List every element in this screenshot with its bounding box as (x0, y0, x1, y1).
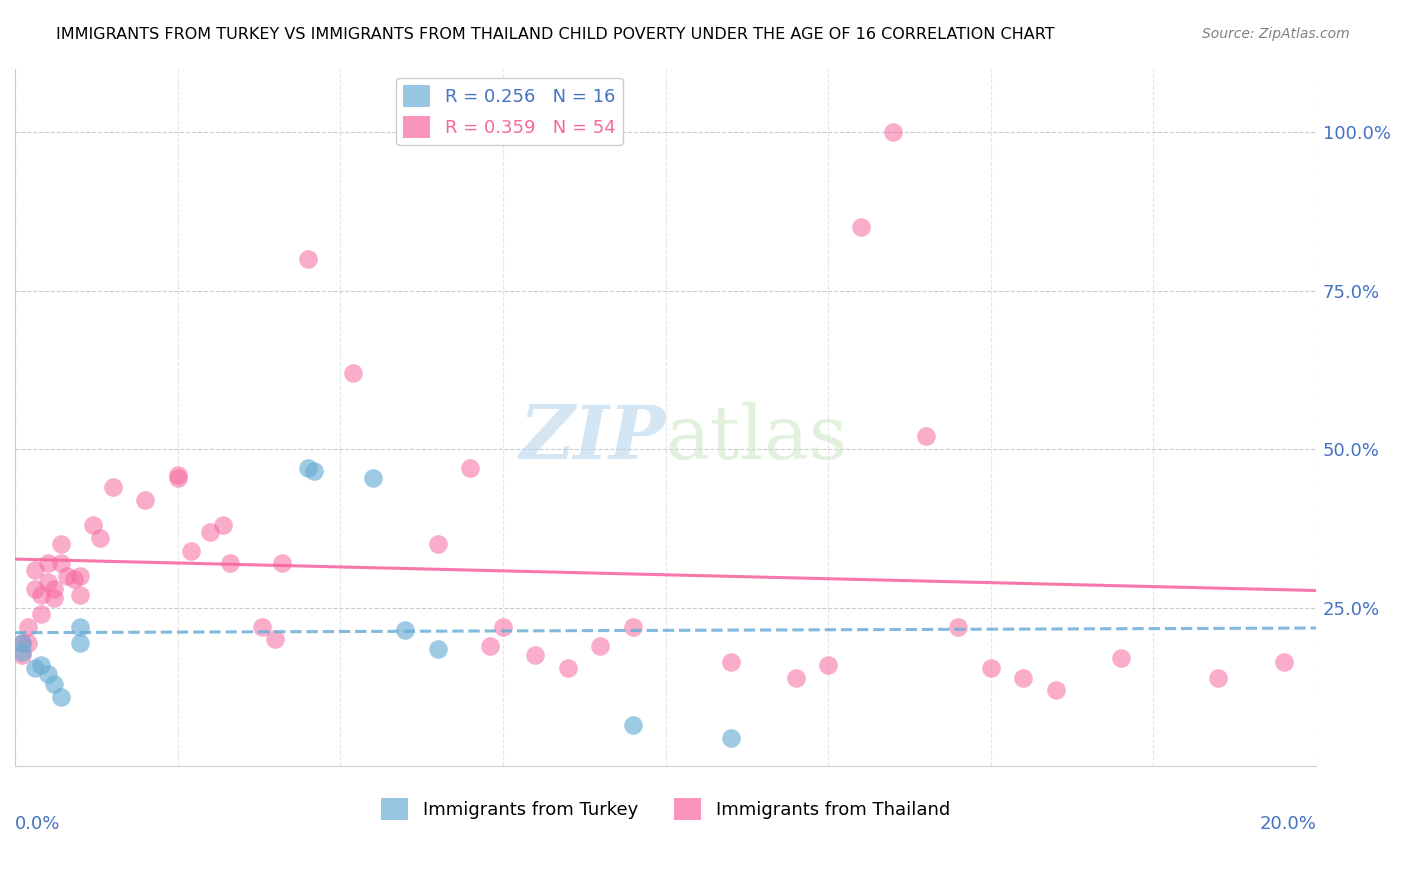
Point (37, 667, 59, 681)
Point (304, 464, 326, 478)
Point (69, 588, 91, 602)
Point (10, 645, 32, 659)
Point (394, 623, 416, 637)
Point (1272, 655, 1295, 669)
Point (426, 537, 449, 551)
Point (17, 620, 39, 634)
Point (198, 524, 221, 539)
Point (42, 582, 65, 596)
Point (49, 557, 72, 571)
Point (166, 467, 188, 482)
Point (478, 639, 501, 653)
Text: ZIP: ZIP (519, 402, 665, 475)
Point (134, 492, 156, 507)
Point (297, 252, 319, 266)
Point (492, 620, 515, 634)
Point (37, 557, 59, 571)
Point (69, 620, 91, 634)
Point (56, 569, 79, 583)
Point (24, 582, 46, 596)
Point (42, 677, 65, 691)
Point (250, 620, 273, 634)
Point (24, 563, 46, 577)
Point (460, 461, 482, 475)
Point (849, 220, 872, 235)
Point (264, 632, 287, 647)
Point (524, 648, 547, 663)
Text: IMMIGRANTS FROM TURKEY VS IMMIGRANTS FROM THAILAND CHILD POVERTY UNDER THE AGE O: IMMIGRANTS FROM TURKEY VS IMMIGRANTS FRO… (56, 27, 1054, 42)
Point (42, 591, 65, 606)
Point (1012, 671, 1035, 685)
Point (49, 690, 72, 704)
Point (24, 661, 46, 675)
Point (212, 518, 235, 533)
Point (218, 557, 240, 571)
Point (980, 661, 1002, 675)
Point (30, 607, 52, 621)
Point (30, 588, 52, 602)
Point (589, 639, 612, 653)
Point (62, 572, 84, 586)
Point (297, 461, 319, 475)
Point (37, 575, 59, 590)
Point (948, 620, 970, 634)
Point (49, 537, 72, 551)
Text: 20.0%: 20.0% (1260, 815, 1316, 833)
Point (17, 635, 39, 649)
Point (720, 655, 742, 669)
Text: 0.0%: 0.0% (15, 815, 60, 833)
Point (89, 531, 111, 545)
Point (1208, 671, 1230, 685)
Point (69, 569, 91, 583)
Point (10, 648, 32, 663)
Point (342, 366, 364, 380)
Point (621, 620, 644, 634)
Point (1045, 683, 1067, 698)
Point (166, 471, 188, 485)
Text: atlas: atlas (665, 402, 848, 475)
Point (10, 635, 32, 649)
Point (30, 657, 52, 672)
Text: Source: ZipAtlas.com: Source: ZipAtlas.com (1202, 27, 1350, 41)
Point (426, 642, 449, 657)
Point (10, 635, 32, 649)
Point (101, 480, 124, 494)
Point (720, 731, 742, 745)
Point (914, 429, 936, 443)
Point (270, 557, 292, 571)
Point (1109, 651, 1132, 665)
Point (817, 657, 839, 672)
Point (82, 518, 104, 533)
Point (69, 635, 91, 649)
Point (361, 471, 384, 485)
Point (557, 661, 579, 675)
Point (180, 543, 202, 558)
Point (621, 718, 644, 732)
Legend: Immigrants from Turkey, Immigrants from Thailand: Immigrants from Turkey, Immigrants from … (374, 790, 957, 827)
Point (882, 125, 904, 139)
Point (785, 671, 807, 685)
